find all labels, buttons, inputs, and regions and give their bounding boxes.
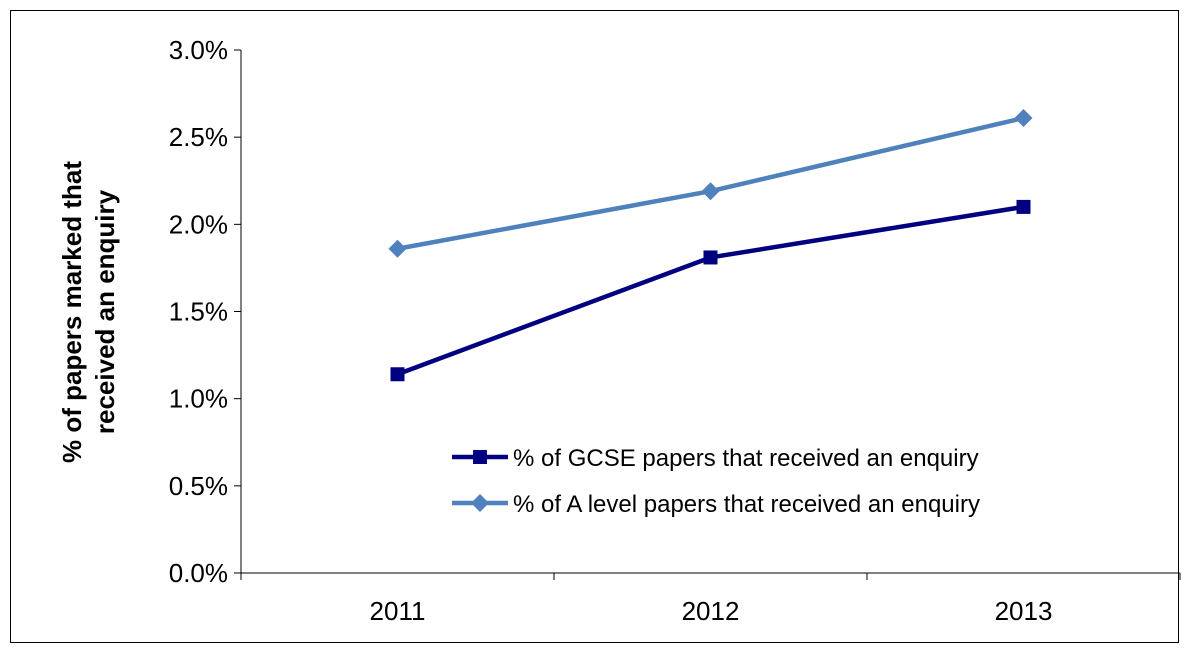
y-axis-title: % of papers marked that received an enqu… — [57, 161, 120, 463]
series-layer — [388, 108, 1033, 382]
y-tick-label: 1.0% — [169, 384, 228, 414]
data-point-marker — [703, 250, 718, 265]
y-tick-label: 0.5% — [169, 471, 228, 501]
legend-label: % of GCSE papers that received an enquir… — [513, 445, 979, 472]
x-tick-label: 2011 — [370, 596, 426, 626]
axes: 0.0% 0.5% 1.0% 1.5% 2.0% 2.5% 3.0% 2011 2012 2013 — [169, 35, 1181, 626]
y-axis-title-line-1: % of papers marked that — [57, 161, 87, 463]
legend-item: % of A level papers that received an enq… — [452, 491, 980, 518]
chart-border — [10, 10, 1179, 643]
data-point-marker — [1016, 199, 1031, 214]
y-tick-label: 0.0% — [169, 558, 228, 588]
series-2 — [388, 108, 1033, 258]
data-point-marker — [1014, 108, 1033, 127]
series-1 — [390, 199, 1031, 382]
y-tick-label: 3.0% — [169, 35, 228, 65]
legend-swatch-marker — [473, 450, 487, 464]
x-tick-label: 2012 — [682, 596, 740, 626]
y-tick-label: 1.5% — [169, 297, 228, 327]
legend-swatch-marker — [471, 494, 489, 512]
legend-label: % of A level papers that received an enq… — [513, 491, 980, 518]
legend: % of GCSE papers that received an enquir… — [452, 445, 980, 518]
legend-item: % of GCSE papers that received an enquir… — [452, 445, 979, 472]
y-axis-title-line-2: received an enquiry — [90, 189, 120, 434]
data-point-marker — [701, 182, 720, 201]
x-tick-label: 2013 — [995, 596, 1053, 626]
data-point-marker — [390, 367, 405, 382]
y-tick-label: 2.0% — [169, 209, 228, 239]
y-tick-label: 2.5% — [169, 122, 228, 152]
data-point-marker — [388, 239, 407, 258]
